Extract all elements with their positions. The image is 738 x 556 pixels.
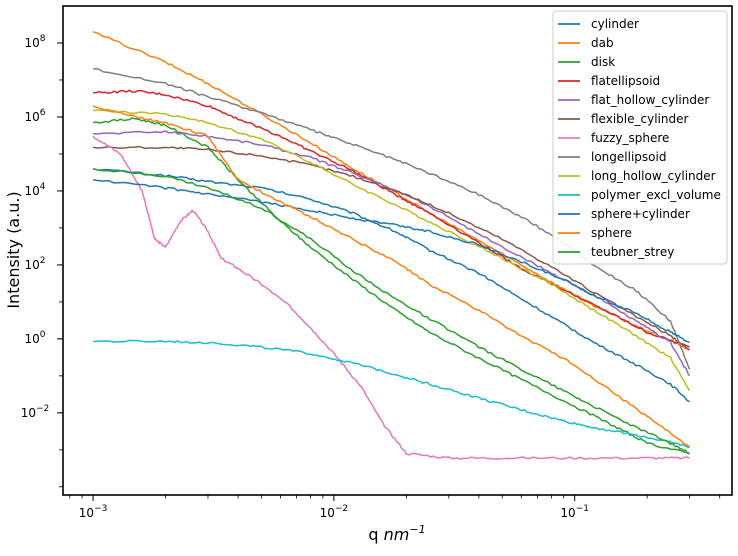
legend: cylinder dab disk flatellipsoid flat_hollow_…	[552, 10, 728, 265]
legend-label: longellipsoid	[591, 150, 666, 164]
legend-box	[552, 10, 728, 265]
legend-label: sphere+cylinder	[591, 207, 690, 221]
legend-entry: flatellipsoid	[558, 74, 660, 88]
legend-entry: disk	[558, 55, 615, 69]
y-tick-label: 108	[24, 34, 45, 50]
legend-label: flexible_cylinder	[591, 112, 688, 126]
legend-entry: cylinder	[558, 17, 639, 31]
legend-label: dab	[591, 36, 614, 50]
legend-entries: cylinder dab disk flatellipsoid flat_hollow_…	[558, 17, 721, 259]
legend-entry: flexible_cylinder	[558, 112, 688, 126]
x-axis-label: q nm−1	[368, 523, 425, 544]
y-tick-label: 100	[24, 330, 45, 346]
legend-entry: sphere	[558, 226, 632, 240]
series-line-cylinder	[92, 167, 690, 403]
series-layer	[92, 31, 691, 460]
y-tick-label: 10−2	[21, 404, 50, 420]
y-tick-label: 106	[24, 108, 45, 124]
legend-label: flatellipsoid	[591, 74, 660, 88]
y-axis-ticks: 10−2 100 102 104 106 108	[21, 34, 63, 488]
series-line-sphere	[92, 105, 691, 448]
x-axis-ticks: 10−3 10−2 10−1	[69, 495, 721, 520]
legend-label: polymer_excl_volume	[591, 188, 721, 202]
plot-frame	[62, 5, 733, 496]
x-tick-label: 10−1	[560, 504, 589, 520]
legend-entry: longellipsoid	[558, 150, 666, 164]
legend-entry: dab	[558, 36, 614, 50]
series-line-longellipsoid	[93, 68, 691, 370]
legend-entry: flat_hollow_cylinder	[558, 93, 709, 107]
legend-entry: teubner_strey	[558, 245, 674, 259]
series-line-flat-hollow-cylinder	[93, 130, 691, 377]
series-line-fuzzy-sphere	[92, 135, 690, 460]
legend-entry: fuzzy_sphere	[558, 131, 669, 145]
legend-label: cylinder	[591, 17, 639, 31]
legend-label: fuzzy_sphere	[591, 131, 669, 145]
y-tick-label: 102	[24, 256, 45, 272]
series-line-teubner-strey	[92, 167, 690, 455]
legend-label: teubner_strey	[591, 245, 674, 259]
legend-entry: sphere+cylinder	[558, 207, 690, 221]
legend-label: long_hollow_cylinder	[591, 169, 716, 183]
legend-entry: polymer_excl_volume	[558, 188, 721, 202]
series-line-sphere-cylinder	[92, 179, 690, 344]
legend-entry: long_hollow_cylinder	[558, 169, 716, 183]
series-line-disk	[92, 117, 690, 455]
x-tick-label: 10−2	[320, 504, 349, 520]
y-tick-label: 104	[24, 182, 45, 198]
legend-label: flat_hollow_cylinder	[591, 93, 709, 107]
series-line-long-hollow-cylinder	[93, 109, 691, 392]
y-axis-label: Intensity (a.u.)	[4, 191, 23, 308]
series-line-polymer-excl-volume	[93, 339, 690, 449]
x-tick-label: 10−3	[79, 504, 108, 520]
legend-label: sphere	[591, 226, 632, 240]
legend-label: disk	[591, 55, 615, 69]
